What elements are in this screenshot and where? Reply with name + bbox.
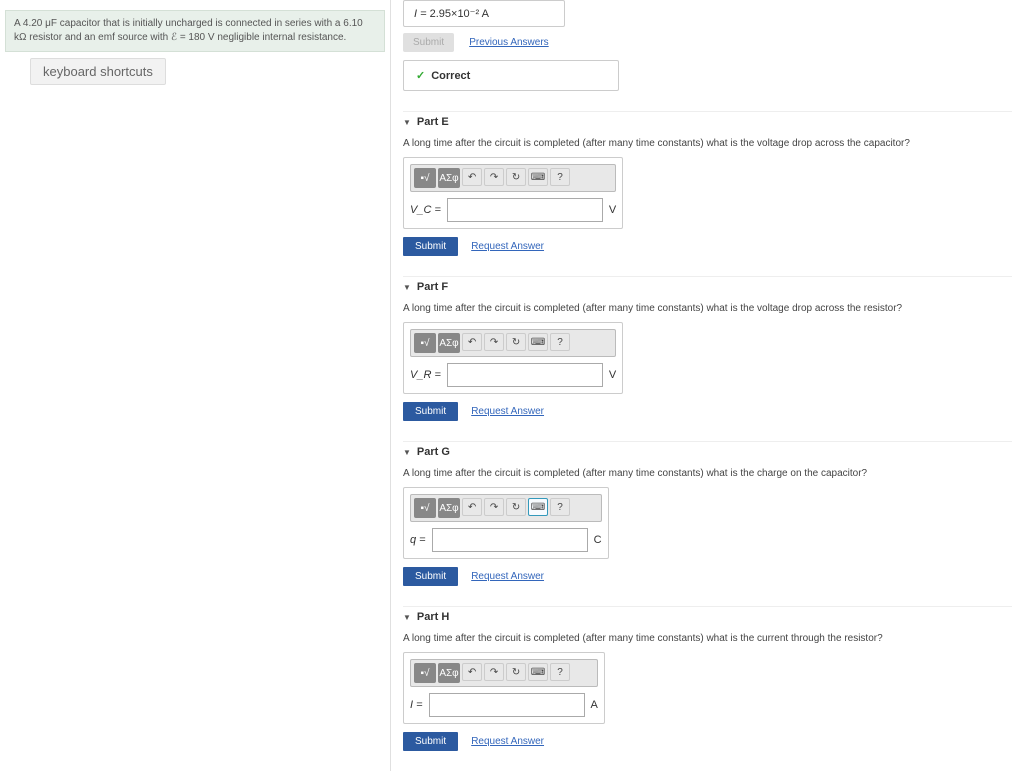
part-header[interactable]: Part E	[403, 111, 1012, 132]
problem-statement: A 4.20 μF capacitor that is initially un…	[5, 10, 385, 52]
answer-panel: ▪√ ΑΣφ ↶ ↷ ↻ ⌨ ? q = C	[403, 487, 609, 559]
fraction-icon[interactable]: ▪√	[414, 663, 436, 683]
unit-label: C	[594, 534, 602, 546]
reset-icon[interactable]: ↻	[506, 663, 526, 681]
part-H: Part H A long time after the circuit is …	[403, 606, 1012, 751]
part-F: Part F A long time after the circuit is …	[403, 276, 1012, 421]
redo-icon[interactable]: ↷	[484, 498, 504, 516]
submit-button[interactable]: Submit	[403, 567, 458, 586]
greek-icon[interactable]: ΑΣφ	[438, 498, 460, 518]
answer-panel: ▪√ ΑΣφ ↶ ↷ ↻ ⌨ ? I = A	[403, 652, 605, 724]
variable-label: V_C =	[410, 204, 441, 216]
part-header[interactable]: Part F	[403, 276, 1012, 297]
request-answer-link[interactable]: Request Answer	[471, 241, 544, 252]
submit-button[interactable]: Submit	[403, 237, 458, 256]
reset-icon[interactable]: ↻	[506, 333, 526, 351]
equation-toolbar: ▪√ ΑΣφ ↶ ↷ ↻ ⌨ ?	[410, 494, 602, 522]
fraction-icon[interactable]: ▪√	[414, 498, 436, 518]
undo-icon[interactable]: ↶	[462, 333, 482, 351]
greek-icon[interactable]: ΑΣφ	[438, 333, 460, 353]
part-header[interactable]: Part H	[403, 606, 1012, 627]
main-content: I = 2.95×10⁻² A Submit Previous Answers …	[390, 0, 1024, 771]
part-header[interactable]: Part G	[403, 441, 1012, 462]
keyboard-icon[interactable]: ⌨	[528, 168, 548, 186]
answer-input[interactable]	[447, 363, 603, 387]
correct-feedback: ✓Correct	[403, 60, 619, 91]
fraction-icon[interactable]: ▪√	[414, 333, 436, 353]
help-icon[interactable]: ?	[550, 663, 570, 681]
reset-icon[interactable]: ↻	[506, 168, 526, 186]
request-answer-link[interactable]: Request Answer	[471, 736, 544, 747]
variable-label: I =	[410, 699, 423, 711]
undo-icon[interactable]: ↶	[462, 498, 482, 516]
answer-input[interactable]	[432, 528, 588, 552]
equation-toolbar: ▪√ ΑΣφ ↶ ↷ ↻ ⌨ ?	[410, 659, 598, 687]
unit-label: V	[609, 204, 616, 216]
equation-toolbar: ▪√ ΑΣφ ↶ ↷ ↻ ⌨ ?	[410, 164, 616, 192]
answer-input[interactable]	[447, 198, 603, 222]
part-E: Part E A long time after the circuit is …	[403, 111, 1012, 256]
submit-button[interactable]: Submit	[403, 402, 458, 421]
answer-value: 2.95×10⁻² A	[430, 8, 489, 20]
help-icon[interactable]: ?	[550, 498, 570, 516]
variable-label: q =	[410, 534, 426, 546]
submit-button-disabled: Submit	[403, 33, 454, 52]
question-text: A long time after the circuit is complet…	[403, 138, 1012, 149]
answer-panel: ▪√ ΑΣφ ↶ ↷ ↻ ⌨ ? V_R = V	[403, 322, 623, 394]
question-text: A long time after the circuit is complet…	[403, 633, 1012, 644]
answer-input[interactable]	[429, 693, 585, 717]
redo-icon[interactable]: ↷	[484, 663, 504, 681]
request-answer-link[interactable]: Request Answer	[471, 406, 544, 417]
previous-answers-link[interactable]: Previous Answers	[469, 37, 548, 48]
keyboard-shortcuts-button[interactable]: keyboard shortcuts	[30, 58, 166, 85]
greek-icon[interactable]: ΑΣφ	[438, 663, 460, 683]
submit-button[interactable]: Submit	[403, 732, 458, 751]
undo-icon[interactable]: ↶	[462, 168, 482, 186]
help-icon[interactable]: ?	[550, 333, 570, 351]
part-G: Part G A long time after the circuit is …	[403, 441, 1012, 586]
redo-icon[interactable]: ↷	[484, 333, 504, 351]
redo-icon[interactable]: ↷	[484, 168, 504, 186]
reset-icon[interactable]: ↻	[506, 498, 526, 516]
unit-label: A	[591, 699, 598, 711]
question-text: A long time after the circuit is complet…	[403, 468, 1012, 479]
help-icon[interactable]: ?	[550, 168, 570, 186]
variable-label: V_R =	[410, 369, 441, 381]
fraction-icon[interactable]: ▪√	[414, 168, 436, 188]
answer-panel: ▪√ ΑΣφ ↶ ↷ ↻ ⌨ ? V_C = V	[403, 157, 623, 229]
equation-toolbar: ▪√ ΑΣφ ↶ ↷ ↻ ⌨ ?	[410, 329, 616, 357]
answer-var: I =	[414, 8, 427, 20]
keyboard-icon[interactable]: ⌨	[528, 333, 548, 351]
undo-icon[interactable]: ↶	[462, 663, 482, 681]
keyboard-icon[interactable]: ⌨	[528, 498, 548, 516]
previous-answer-display: I = 2.95×10⁻² A	[403, 0, 565, 27]
greek-icon[interactable]: ΑΣφ	[438, 168, 460, 188]
question-text: A long time after the circuit is complet…	[403, 303, 1012, 314]
keyboard-icon[interactable]: ⌨	[528, 663, 548, 681]
problem-sidebar: A 4.20 μF capacitor that is initially un…	[0, 0, 390, 771]
request-answer-link[interactable]: Request Answer	[471, 571, 544, 582]
check-icon: ✓	[416, 70, 425, 82]
unit-label: V	[609, 369, 616, 381]
